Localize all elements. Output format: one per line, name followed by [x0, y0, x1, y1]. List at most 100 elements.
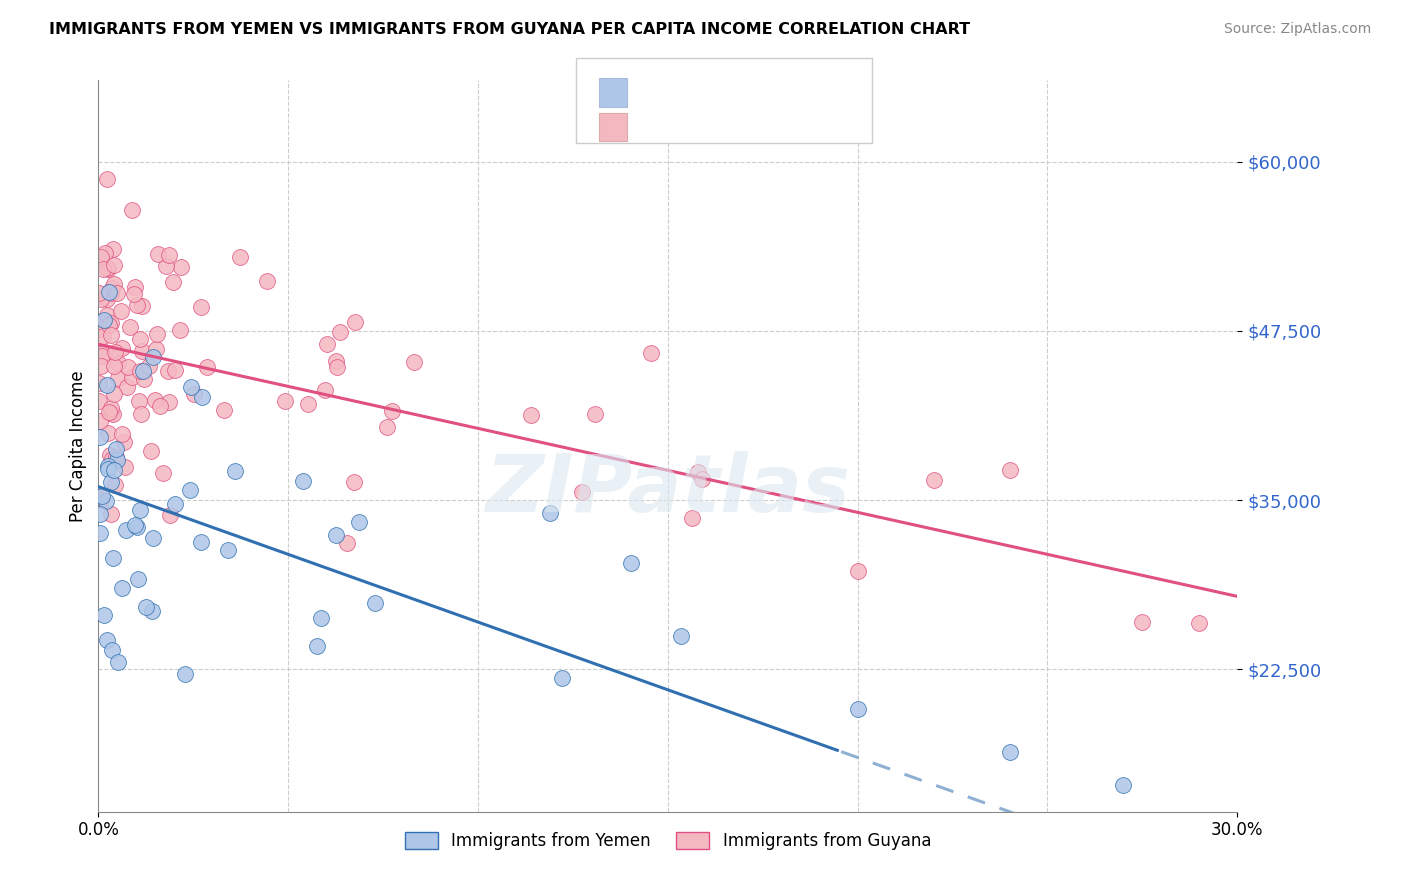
Point	[117, 359, 139, 374]
Point	[107, 655, 129, 669]
Point	[110, 303, 132, 318]
Point	[291, 474, 314, 488]
Point	[103, 359, 125, 374]
Point	[124, 517, 146, 532]
Point	[1132, 615, 1154, 629]
Point	[103, 387, 125, 401]
Point	[103, 258, 125, 272]
Point	[124, 279, 146, 293]
Point	[146, 327, 169, 342]
Point	[103, 551, 125, 566]
Point	[381, 404, 404, 418]
Point	[129, 364, 152, 378]
Point	[105, 452, 128, 467]
Point	[90, 293, 112, 307]
Point	[315, 337, 337, 351]
Point	[404, 355, 426, 369]
Point	[103, 345, 125, 359]
Point	[274, 393, 297, 408]
Point	[195, 359, 218, 374]
Point	[256, 273, 278, 287]
Text: ZIPatlas: ZIPatlas	[485, 450, 851, 529]
Point	[91, 329, 114, 343]
Point	[98, 448, 121, 462]
Point	[125, 298, 148, 312]
Point	[104, 450, 127, 465]
Point	[307, 639, 329, 653]
Point	[179, 483, 201, 497]
Point	[91, 490, 114, 504]
Point	[97, 426, 120, 441]
Point	[127, 572, 149, 586]
Point	[90, 345, 112, 359]
Point	[132, 363, 155, 377]
Point	[174, 667, 197, 681]
Point	[157, 248, 180, 262]
Point	[297, 397, 319, 411]
Point	[96, 377, 118, 392]
Point	[551, 672, 574, 686]
Point	[91, 262, 114, 277]
Point	[155, 259, 177, 273]
Point	[107, 356, 129, 370]
Point	[620, 556, 643, 570]
Point	[152, 466, 174, 480]
Point	[89, 414, 111, 428]
Point	[112, 435, 135, 450]
Point	[89, 430, 111, 444]
Point	[998, 745, 1021, 759]
Point	[571, 485, 593, 500]
Point	[129, 407, 152, 421]
Point	[127, 520, 149, 534]
Point	[344, 315, 367, 329]
Point	[146, 247, 169, 261]
Point	[1112, 778, 1135, 792]
Point	[100, 286, 122, 301]
Point	[326, 359, 349, 374]
Point	[89, 526, 111, 541]
Point	[87, 376, 110, 391]
Point	[100, 475, 122, 490]
Point	[100, 451, 122, 466]
Point	[111, 581, 134, 595]
Point	[114, 460, 136, 475]
Text: R = -0.355   N = 113: R = -0.355 N = 113	[637, 118, 837, 136]
Point	[692, 472, 714, 486]
Point	[111, 341, 134, 355]
Point	[347, 515, 370, 529]
Point	[159, 508, 181, 522]
Text: R = -0.426   N =   51: R = -0.426 N = 51	[637, 84, 846, 102]
Point	[87, 285, 110, 300]
Point	[157, 395, 180, 409]
Point	[104, 442, 127, 456]
Point	[224, 464, 246, 478]
Point	[100, 507, 122, 521]
Point	[90, 349, 112, 363]
Point	[640, 346, 662, 360]
Point	[142, 532, 165, 546]
Point	[98, 318, 121, 332]
Point	[129, 332, 152, 346]
Point	[681, 510, 703, 524]
Point	[149, 399, 172, 413]
Point	[90, 250, 112, 264]
Point	[217, 543, 239, 558]
Point	[538, 506, 561, 520]
Point	[93, 607, 115, 622]
Point	[100, 406, 122, 420]
Point	[121, 203, 143, 218]
Point	[101, 643, 124, 657]
Point	[135, 600, 157, 615]
Point	[314, 383, 336, 397]
Point	[115, 523, 138, 537]
Point	[90, 489, 112, 503]
Point	[101, 281, 124, 295]
Point	[138, 359, 160, 373]
Point	[128, 394, 150, 409]
Point	[107, 371, 129, 385]
Point	[325, 528, 347, 542]
Point	[94, 345, 117, 359]
Point	[183, 387, 205, 401]
Point	[336, 536, 359, 550]
Point	[97, 405, 120, 419]
